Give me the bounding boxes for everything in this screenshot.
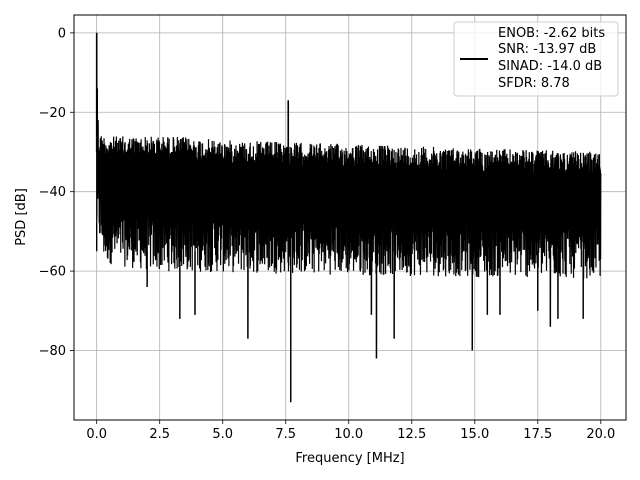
x-axis-label: Frequency [MHz] [295,451,404,466]
x-tick-label: 0.0 [86,427,107,442]
psd-series [95,32,602,403]
legend-sinad: SINAD: -14.0 dB [498,59,602,74]
y-axis-label: PSD [dB] [14,188,29,246]
y-axis-ticks: 0 −20 −40 −60 −80 [39,26,74,359]
plot-frame [73,14,627,421]
y-tick-label: −40 [39,185,66,200]
x-tick-label: 2.5 [149,427,170,442]
legend-box [453,21,619,97]
x-tick-label: 15.0 [460,427,489,442]
x-tick-label: 10.0 [334,427,363,442]
x-tick-label: 7.5 [275,427,296,442]
legend: ENOB: -2.62 bits SNR: -13.97 dB SINAD: -… [453,21,619,97]
x-tick-label: 5.0 [212,427,233,442]
y-tick-label: −60 [39,265,66,280]
y-tick-label: −80 [39,344,66,359]
y-tick-label: 0 [58,26,66,41]
x-tick-label: 20.0 [586,427,615,442]
x-tick-label: 12.5 [397,427,426,442]
x-tick-label: 17.5 [523,427,552,442]
y-tick-label: −20 [39,106,66,121]
psd-trace [96,32,602,403]
legend-snr: SNR: -13.97 dB [498,42,596,57]
legend-sfdr: SFDR: 8.78 [498,76,570,91]
x-axis-ticks: 0.0 2.5 5.0 7.5 10.0 12.5 15.0 17.5 20.0 [86,420,615,442]
legend-enob: ENOB: -2.62 bits [498,26,605,41]
